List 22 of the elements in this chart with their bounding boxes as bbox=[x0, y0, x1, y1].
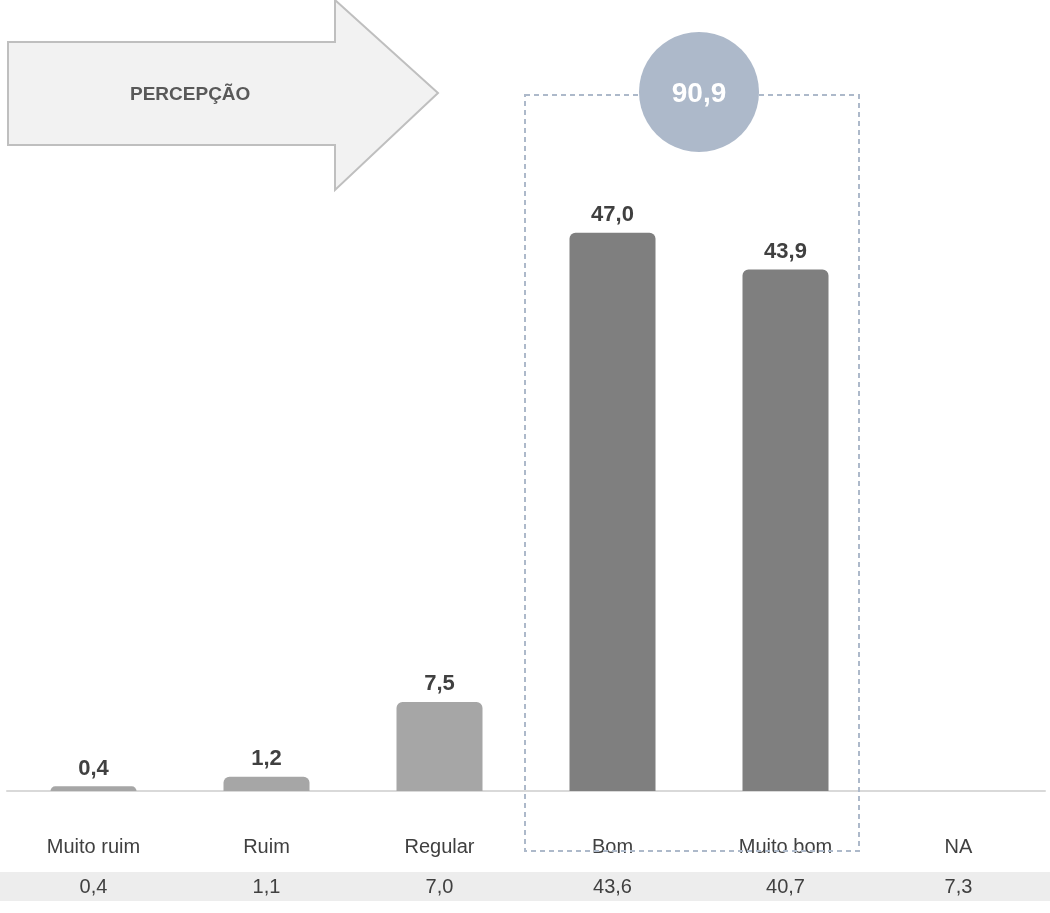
x-tick-label: Muito ruim bbox=[46, 835, 141, 857]
text: PERCEPÇÃO bbox=[130, 82, 251, 104]
x-tick-label: Ruim bbox=[243, 835, 290, 857]
text: 1,1 bbox=[252, 875, 281, 897]
data-label: 0,4 bbox=[78, 754, 110, 780]
text: 43,6 bbox=[593, 875, 632, 897]
text: 0,4 bbox=[79, 875, 108, 897]
bar bbox=[569, 232, 656, 791]
bar bbox=[223, 776, 310, 791]
text: 7,3 bbox=[944, 875, 973, 897]
data-label: 43,9 bbox=[764, 237, 807, 263]
text: 7,0 bbox=[425, 875, 454, 897]
text: 40,7 bbox=[766, 875, 805, 897]
data-label: 47,0 bbox=[591, 201, 634, 227]
x-tick-label: NA bbox=[944, 835, 974, 857]
text: 90,9 bbox=[671, 76, 727, 108]
bar bbox=[50, 786, 137, 791]
data-label: 1,2 bbox=[251, 745, 282, 771]
data-label: 7,5 bbox=[424, 670, 455, 696]
bar bbox=[742, 269, 829, 791]
x-tick-label: Regular bbox=[404, 835, 475, 857]
bar bbox=[396, 701, 483, 791]
